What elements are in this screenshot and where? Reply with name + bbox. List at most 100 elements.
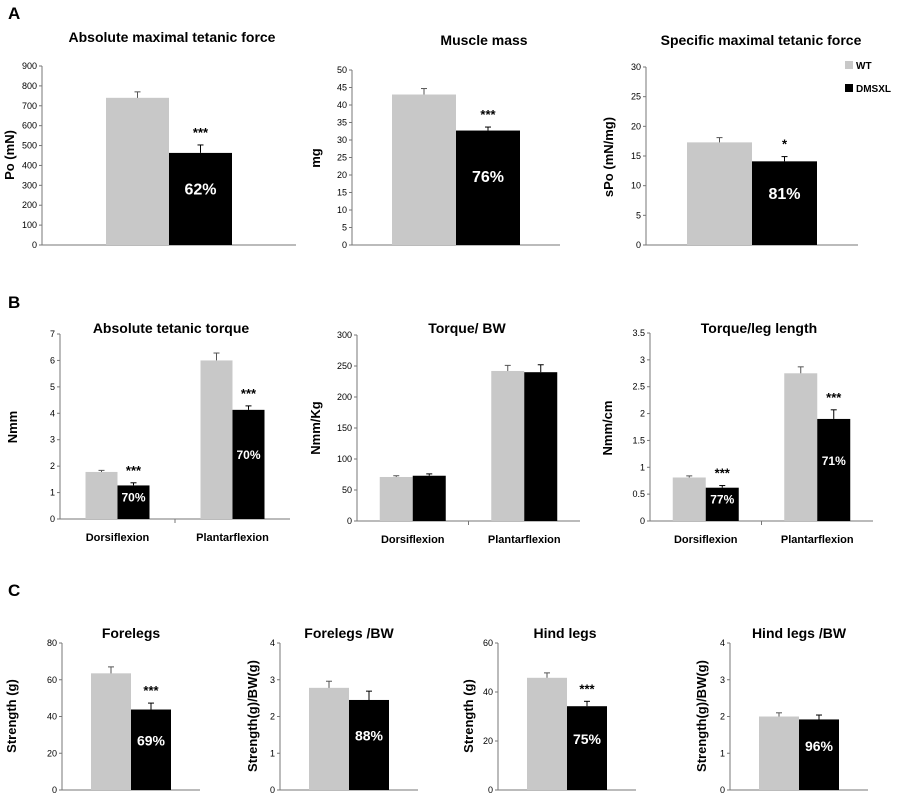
chart-4: Absolute tetanic torque Nmm 0 1 2 3 4 5 6 7 70% ***… (5, 320, 290, 544)
y-tick-label: 5 (50, 382, 55, 392)
chart-title: Absolute tetanic torque (93, 320, 250, 336)
chart-title: Muscle mass (440, 32, 527, 48)
bar-wt (759, 716, 799, 790)
chart-title: Absolute maximal tetanic force (69, 29, 276, 45)
y-tick-label: 25 (337, 153, 347, 163)
bar-dmsxl (524, 372, 558, 521)
chart-title: Forelegs (102, 625, 161, 641)
y-tick-label: 900 (22, 61, 37, 71)
bar-wt (379, 476, 413, 521)
y-tick-label: 20 (483, 736, 493, 746)
y-tick-label: 40 (47, 712, 57, 722)
percent-label: 88% (355, 727, 384, 743)
chart-10: Hind legs /BW Strength(g)/BW(g) 0 1 2 3 4 96% (694, 625, 868, 795)
y-tick-label: 3 (640, 355, 645, 365)
x-category-label: Plantarflexion (781, 534, 854, 546)
y-tick-label: 25 (631, 92, 641, 102)
chart-5: Torque/ BW Nmm/Kg 0 50 100 150 200 250 300 Dorsif… (308, 320, 580, 546)
significance-marker: *** (126, 463, 142, 478)
y-tick-label: 0 (52, 785, 57, 795)
x-category-label: Dorsiflexion (674, 534, 738, 546)
percent-label: 69% (137, 733, 166, 749)
significance-marker: *** (826, 390, 842, 405)
chart-title: Hind legs /BW (752, 625, 847, 641)
y-tick-label: 4 (720, 638, 725, 648)
percent-label: 71% (822, 454, 846, 468)
percent-label: 70% (121, 490, 145, 504)
y-axis-label: mg (308, 148, 323, 168)
bar-wt (687, 142, 752, 245)
y-tick-label: 2.5 (632, 382, 645, 392)
bar-dmsxl (349, 699, 389, 790)
x-category-label: Dorsiflexion (86, 532, 150, 544)
y-tick-label: 35 (337, 118, 347, 128)
percent-label: 76% (472, 169, 504, 186)
y-tick-label: 400 (22, 160, 37, 170)
percent-label: 62% (184, 181, 216, 198)
y-tick-label: 7 (50, 329, 55, 339)
bar-wt (491, 370, 525, 521)
y-tick-label: 60 (47, 675, 57, 685)
x-category-label: Dorsiflexion (381, 534, 445, 546)
y-tick-label: 10 (631, 181, 641, 191)
chart-title: Specific maximal tetanic force (661, 32, 862, 48)
y-tick-label: 300 (337, 330, 352, 340)
bar-wt (392, 94, 456, 245)
chart-6: Torque/leg length Nmm/cm 0 0.5 1 1.5 2 2.5 3 3.5 7… (600, 320, 873, 546)
percent-label: 77% (710, 493, 734, 507)
y-tick-label: 4 (50, 408, 55, 418)
legend-swatch-dmsxl (845, 84, 853, 92)
chart-2: Muscle mass mg 0 5 10 15 20 25 30 35 40 45 50 76% *** (308, 32, 560, 250)
bar-wt (784, 373, 818, 521)
chart-3: Specific maximal tetanic force sPo (mN/mg… (601, 32, 862, 250)
percent-label: 96% (805, 738, 834, 754)
y-tick-label: 150 (337, 423, 352, 433)
y-tick-label: 700 (22, 101, 37, 111)
chart-8: Forelegs /BW Strength(g)/BW(g) 0 1 2 3 4 88% (245, 625, 418, 795)
legend-label-dmsxl: DMSXL (856, 84, 891, 95)
y-axis-label: Strength (g) (4, 679, 19, 753)
legend-swatch-wt (845, 61, 853, 69)
significance-marker: *** (143, 683, 159, 698)
bar-dmsxl (412, 475, 446, 521)
bar-dmsxl (232, 409, 265, 519)
y-tick-label: 20 (337, 170, 347, 180)
y-tick-label: 0 (342, 240, 347, 250)
y-tick-label: 1 (640, 462, 645, 472)
y-tick-label: 0.5 (632, 489, 645, 499)
y-tick-label: 0 (488, 785, 493, 795)
y-tick-label: 1.5 (632, 435, 645, 445)
y-tick-label: 20 (631, 121, 641, 131)
y-tick-label: 45 (337, 83, 347, 93)
y-tick-label: 0 (720, 785, 725, 795)
chart-title: Torque/leg length (701, 320, 817, 336)
y-tick-label: 2 (720, 712, 725, 722)
y-tick-label: 50 (337, 65, 347, 75)
bar-wt (672, 477, 706, 521)
y-tick-label: 0 (636, 240, 641, 250)
y-tick-label: 40 (483, 687, 493, 697)
y-tick-label: 3 (270, 675, 275, 685)
y-tick-label: 3 (720, 675, 725, 685)
percent-label: 70% (236, 448, 260, 462)
legend: WT DMSXL (845, 61, 891, 95)
bar-dmsxl (169, 152, 232, 245)
panel-label-b: B (8, 293, 20, 312)
significance-marker: *** (715, 466, 731, 481)
y-tick-label: 100 (22, 220, 37, 230)
y-tick-label: 40 (337, 100, 347, 110)
bar-dmsxl (456, 130, 520, 245)
y-tick-label: 15 (337, 188, 347, 198)
y-axis-label: Nmm/Kg (308, 401, 323, 455)
significance-marker: * (782, 137, 788, 152)
y-tick-label: 1 (720, 748, 725, 758)
y-tick-label: 5 (342, 223, 347, 233)
bar-dmsxl (705, 487, 739, 521)
legend-label-wt: WT (856, 61, 872, 72)
bar-wt (309, 687, 349, 790)
panel-label-c: C (8, 581, 20, 600)
significance-marker: *** (241, 386, 257, 401)
bar-wt (91, 673, 131, 790)
y-tick-label: 0 (640, 516, 645, 526)
